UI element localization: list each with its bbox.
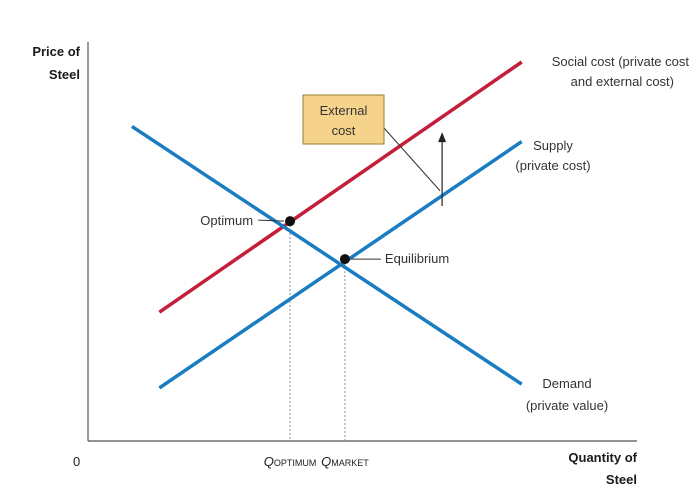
equilibrium-point — [339, 254, 350, 265]
social-cost-label-line-1: Social cost (private cost — [552, 54, 690, 69]
social-cost-label-line-2: and external cost) — [571, 74, 674, 89]
optimum-point — [285, 216, 296, 227]
x-axis-title-line-1: Quantity of — [568, 450, 637, 465]
origin-label: 0 — [73, 454, 80, 469]
x-tick-q-optimum-sub: OPTIMUM — [274, 458, 317, 468]
x-tick-q-market-main: Q — [321, 454, 331, 469]
x-tick-q-optimum-main: Q — [264, 454, 274, 469]
y-axis-title-line-1: Price of — [32, 44, 80, 59]
x-tick-q-market: QMARKET — [321, 454, 369, 469]
external-cost-text-line-1: External — [320, 103, 368, 118]
demand-label-line-1: Demand — [542, 376, 591, 391]
supply-label-line-1: Supply — [533, 138, 573, 153]
x-tick-q-market-sub: MARKET — [331, 458, 369, 468]
y-axis-title-line-2: Steel — [49, 67, 80, 82]
x-axis-title-line-2: Steel — [606, 472, 637, 487]
social-cost-line — [158, 60, 523, 314]
optimum-leader — [258, 219, 285, 222]
demand-label-line-2: (private value) — [526, 398, 608, 413]
demand-line — [130, 124, 523, 386]
supply-label-line-2: (private cost) — [515, 158, 590, 173]
external-cost-arrowhead — [438, 132, 447, 143]
external-cost-text-line-2: cost — [332, 123, 356, 138]
optimum-label: Optimum — [200, 213, 253, 228]
external-cost-box — [302, 94, 385, 145]
x-tick-q-optimum: QOPTIMUM — [264, 454, 317, 469]
equilibrium-label: Equilibrium — [385, 251, 449, 266]
external-cost-leader — [383, 127, 441, 192]
